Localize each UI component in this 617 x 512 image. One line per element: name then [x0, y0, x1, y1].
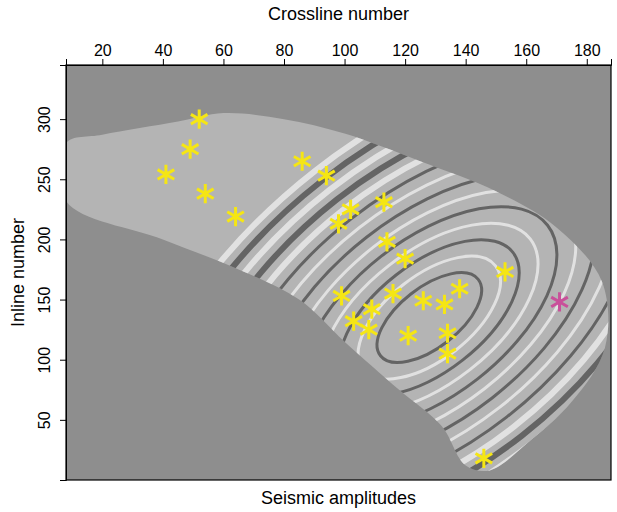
seismic-ring: [362, 256, 497, 380]
star-marker: [436, 295, 453, 314]
x-tick-mark: [102, 59, 103, 65]
star-marker: [497, 262, 514, 281]
x-tick-label: 120: [392, 42, 419, 59]
x-tick-label: 40: [154, 42, 172, 59]
star-marker: [415, 291, 432, 310]
x-tick-label: 160: [513, 42, 540, 59]
seismic-ring: [90, 65, 611, 480]
x-tick-mark: [466, 59, 467, 65]
x-axis: 20 40 60 80 100 120 140 160 180: [67, 42, 612, 66]
y-tick-label: 250: [36, 166, 53, 193]
y-tick: 300: [36, 106, 66, 133]
x-tick-mark: [163, 59, 164, 65]
x-tick-mark: [405, 59, 406, 65]
star-marker: [376, 193, 393, 212]
y-tick: 100: [36, 347, 66, 374]
y-tick-label: 50: [36, 411, 53, 429]
star-marker: [439, 344, 456, 363]
star-marker: [191, 110, 208, 129]
y-tick: 250: [36, 166, 66, 193]
star-marker: [318, 166, 335, 185]
star-marker: [227, 207, 244, 226]
star-marker: [158, 165, 175, 184]
star-marker: [197, 184, 214, 203]
star-marker: [360, 320, 377, 339]
x-tick-label: 80: [276, 42, 294, 59]
star-marker: [333, 286, 350, 305]
seismic-ring: [263, 164, 595, 472]
star-marker: [439, 324, 456, 343]
y-tick: 150: [36, 287, 66, 314]
x-axis-title: Crossline number: [268, 4, 409, 24]
star-marker: [342, 200, 359, 219]
y-tick-mark: [60, 300, 66, 301]
x-tick: 100: [332, 42, 359, 65]
seismic-image: [66, 65, 611, 480]
x-tick: 60: [215, 42, 233, 65]
star-marker: [451, 279, 468, 298]
seismic-ring: [288, 187, 571, 449]
seismic-ring: [66, 65, 611, 480]
star-marker: [400, 326, 417, 345]
y-tick-mark: [60, 179, 66, 180]
y-tick-mark: [60, 420, 66, 421]
y-tick-label: 100: [36, 347, 53, 374]
y-tick-mark: [60, 239, 66, 240]
x-tick-label: 100: [332, 42, 359, 59]
markers: [158, 110, 568, 468]
y-tick-label: 150: [36, 287, 53, 314]
x-tick: 120: [392, 42, 419, 65]
x-tick-label: 180: [574, 42, 601, 59]
star-marker: [294, 152, 311, 171]
seismic-ring: [313, 210, 547, 426]
seismic-ring: [115, 65, 611, 480]
star-marker: [330, 214, 347, 233]
y-axis: 50 100 150 200 250 300: [36, 66, 67, 481]
star-marker: [182, 140, 199, 159]
y-tick: 50: [36, 411, 66, 429]
x-tick: 140: [453, 42, 480, 65]
seismic-ring: [238, 141, 611, 480]
y-tick-mark: [60, 119, 66, 120]
seismic-ring: [337, 233, 521, 403]
star-marker: [397, 249, 414, 268]
x-tick-label: 60: [215, 42, 233, 59]
star-marker: [551, 292, 568, 311]
x-axis-line: [67, 59, 612, 66]
x-tick-mark: [587, 59, 588, 65]
y-tick: 200: [36, 226, 66, 253]
y-axis-line: [60, 66, 67, 481]
star-marker: [476, 449, 493, 468]
y-tick-mark: [60, 360, 66, 361]
y-tick-label: 300: [36, 106, 53, 133]
x-tick: 80: [276, 42, 294, 65]
x-tick-mark: [526, 59, 527, 65]
seismic-ring: [214, 118, 611, 480]
x-tick: 180: [574, 42, 601, 65]
star-marker: [379, 232, 396, 251]
plot-frame: [66, 65, 611, 480]
y-axis-title: Inline number: [8, 218, 28, 327]
x-tick-label: 20: [94, 42, 112, 59]
seismic-ring: [164, 72, 611, 480]
x-tick: 40: [154, 42, 172, 65]
star-marker: [345, 312, 362, 331]
seismic-ring: [66, 65, 611, 480]
star-marker: [363, 300, 380, 319]
x-tick: 160: [513, 42, 540, 65]
y-tick-label: 200: [36, 226, 53, 253]
x-tick-label: 140: [453, 42, 480, 59]
x-tick-mark: [345, 59, 346, 65]
chart-title: Seismic amplitudes: [261, 488, 416, 508]
x-tick-mark: [284, 59, 285, 65]
x-tick-mark: [223, 59, 224, 65]
star-marker: [385, 284, 402, 303]
seismic-ring: [189, 95, 611, 480]
x-tick: 20: [94, 42, 112, 65]
seismic-ring: [139, 65, 611, 480]
